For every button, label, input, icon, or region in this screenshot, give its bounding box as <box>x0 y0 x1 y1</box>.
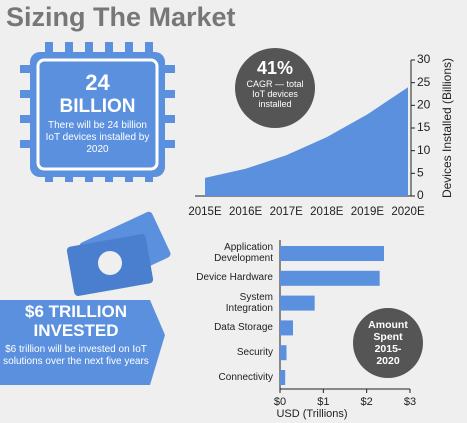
annotation-circle <box>353 308 423 378</box>
devices-callout: 24 BILLION There will be 24 billion IoT … <box>45 70 150 156</box>
annotation-text: CAGR — total IoT devices installed <box>246 79 304 109</box>
x-tick-label: $0 <box>274 396 286 408</box>
area <box>205 87 408 196</box>
bar <box>280 370 286 385</box>
investment-text: $6 trillion will be invested on IoT solu… <box>3 344 149 367</box>
y-tick-label: 5 <box>417 166 424 180</box>
annotation-circle <box>235 48 315 128</box>
x-tick-label: 2019E <box>351 206 385 218</box>
y-tick-label: System Integration <box>225 291 273 314</box>
x-tick-label: $3 <box>404 396 416 408</box>
y-tick-label: Security <box>236 346 273 358</box>
x-tick-label: 2017E <box>270 206 304 218</box>
investment-callout: $6 TRILLION INVESTED $6 trillion will be… <box>2 302 150 368</box>
page-title: Sizing The Market <box>6 2 236 32</box>
y-tick-label: Device Hardware <box>196 272 273 284</box>
x-tick-label: 2020E <box>391 206 425 218</box>
devices-text: There will be 24 billion IoT devices ins… <box>45 120 150 155</box>
y-tick-label: 15 <box>417 120 431 134</box>
y-tick-label: 20 <box>417 98 431 112</box>
y-tick-label: Connectivity <box>218 371 273 383</box>
money-icon <box>0 211 171 385</box>
bar <box>280 345 287 361</box>
bar <box>280 246 384 261</box>
investment-headline: $6 TRILLION INVESTED <box>24 302 127 340</box>
chip-icon <box>20 42 175 182</box>
bar <box>280 270 380 286</box>
bar <box>280 295 315 311</box>
y-tick-label: 25 <box>417 75 431 89</box>
annotation-headline: 41% <box>256 58 294 78</box>
y-tick-label: 0 <box>417 188 424 202</box>
annotation-text: Amount Spent 2015-2020 <box>368 319 408 367</box>
bar <box>280 320 293 336</box>
devices-unit: BILLION <box>59 96 136 117</box>
y-tick-label: 30 <box>417 52 431 66</box>
x-tick-label: $2 <box>361 396 373 408</box>
x-axis-label: USD (Trillions) <box>276 408 347 420</box>
y-axis-label: Devices Installed (Billions) <box>440 58 454 198</box>
x-tick-label: 2015E <box>188 206 222 218</box>
x-tick-label: 2016E <box>229 206 263 218</box>
y-tick-label: Data Storage <box>214 321 273 333</box>
y-tick-label: Application Development <box>214 242 273 264</box>
x-tick-label: 2018E <box>310 206 344 218</box>
y-tick-label: 10 <box>417 143 431 157</box>
devices-number: 24 <box>85 70 110 95</box>
x-tick-label: $1 <box>317 396 329 408</box>
